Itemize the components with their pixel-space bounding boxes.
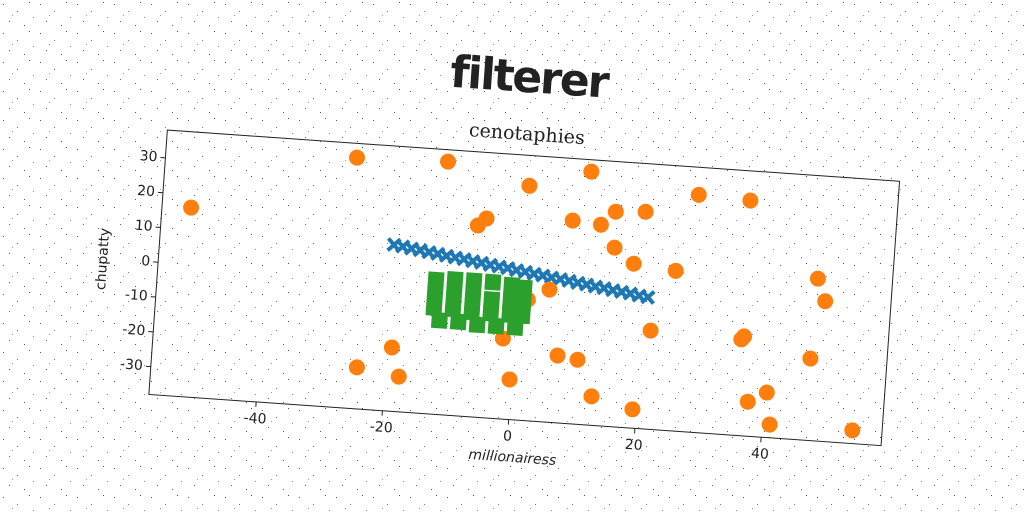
point: [809, 270, 826, 287]
point: [430, 311, 449, 329]
point: [736, 328, 753, 345]
y-tick-label: -20: [122, 322, 146, 340]
point: [348, 359, 365, 376]
point: [483, 291, 501, 309]
chart-title: filterer: [449, 47, 612, 109]
point: [425, 299, 443, 317]
y-tick-label: 30: [139, 148, 158, 165]
point: [427, 271, 445, 289]
point: [637, 203, 654, 220]
point: [624, 401, 641, 418]
point: [484, 273, 502, 291]
x-tick-label: -40: [243, 410, 267, 428]
point: [690, 186, 707, 203]
y-tick-label: 20: [137, 183, 156, 200]
y-tick-label: -10: [124, 287, 148, 305]
point: [625, 255, 642, 272]
point: [667, 262, 684, 279]
point: [463, 303, 481, 321]
point: [465, 272, 483, 290]
point: [503, 276, 521, 294]
x-axis-label: millionairess: [468, 447, 557, 469]
point: [802, 350, 819, 367]
y-tick-label: 0: [141, 253, 151, 270]
x-tick-label: 40: [751, 446, 770, 463]
point: [583, 163, 600, 180]
point: [592, 216, 609, 233]
point: [607, 203, 624, 220]
point: [515, 279, 533, 297]
point: [817, 293, 834, 310]
point: [426, 285, 444, 303]
point: [844, 422, 861, 439]
point: [569, 351, 586, 368]
plot-frame: [148, 129, 901, 447]
y-tick-label: -30: [119, 356, 143, 374]
point: [449, 313, 467, 331]
point: [640, 289, 656, 305]
point: [183, 199, 200, 216]
point: [482, 304, 500, 323]
point: [444, 300, 462, 318]
point: [758, 384, 775, 401]
point: [502, 292, 520, 310]
x-tick-label: 0: [502, 428, 512, 445]
point: [469, 217, 486, 234]
plot: filterer cenotaphies millionairess chupa…: [93, 47, 901, 469]
point: [541, 281, 558, 298]
point: [445, 286, 463, 304]
point: [564, 212, 581, 229]
point: [761, 416, 778, 433]
point: [742, 192, 759, 209]
x-tick-label: 20: [624, 437, 643, 454]
point: [501, 371, 518, 388]
point: [383, 339, 400, 356]
point: [440, 153, 457, 170]
point: [464, 287, 482, 306]
point: [446, 270, 464, 289]
point: [348, 149, 365, 166]
y-tick-label: 10: [134, 218, 153, 235]
point: [642, 322, 659, 339]
point: [549, 347, 566, 364]
point: [506, 318, 524, 336]
point: [514, 293, 532, 311]
point: [606, 239, 623, 256]
y-axis-label: chupatty: [93, 227, 113, 290]
point: [468, 316, 486, 334]
point: [390, 368, 407, 385]
point: [487, 317, 505, 335]
point: [583, 388, 600, 405]
x-tick-label: -20: [369, 419, 393, 437]
point: [521, 177, 538, 194]
point: [501, 306, 519, 324]
point: [739, 393, 756, 410]
